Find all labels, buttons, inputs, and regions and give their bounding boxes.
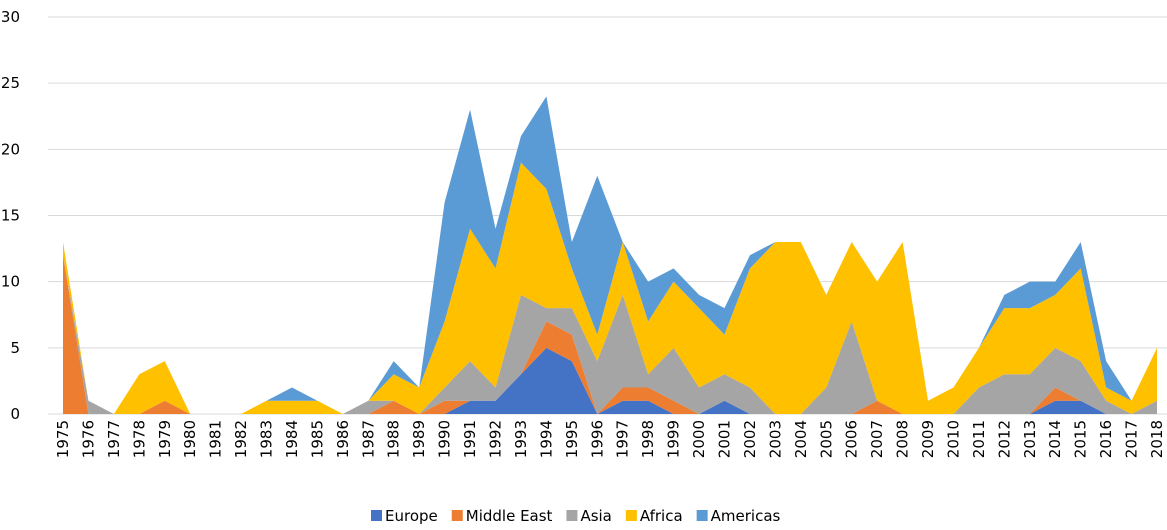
x-tick-label: 1979	[156, 420, 174, 458]
x-tick-label: 2008	[894, 420, 912, 458]
legend-label: Europe	[385, 507, 438, 525]
y-tick-label: 30	[1, 8, 20, 26]
legend-swatch	[566, 510, 578, 521]
x-tick-label: 1987	[359, 420, 377, 458]
x-tick-label: 2007	[868, 420, 886, 458]
legend-label: Africa	[640, 507, 683, 525]
x-tick-label: 2011	[970, 420, 988, 458]
y-tick-label: 0	[10, 405, 20, 423]
x-tick-label: 1981	[207, 420, 225, 458]
x-tick-label: 1991	[461, 420, 479, 458]
x-tick-label: 2016	[1097, 420, 1115, 458]
legend-swatch	[625, 510, 637, 521]
y-tick-label: 10	[1, 273, 20, 291]
legend: Europe Middle East Asia Africa Americas	[371, 507, 781, 525]
x-tick-label: 2012	[995, 420, 1013, 458]
x-tick-label: 1977	[105, 420, 123, 458]
y-tick-label: 5	[10, 339, 20, 357]
x-tick-label: 1989	[410, 420, 428, 458]
legend-label: Middle East	[466, 507, 553, 525]
x-tick-label: 2000	[690, 420, 708, 458]
x-tick-label: 2002	[741, 420, 759, 458]
x-tick-label: 2006	[843, 420, 861, 458]
x-tick-label: 1984	[283, 420, 301, 458]
x-tick-label: 2017	[1123, 420, 1141, 458]
legend-swatch	[371, 510, 382, 521]
x-tick-label: 2009	[919, 420, 937, 458]
x-tick-label: 2010	[944, 420, 962, 458]
x-tick-label: 1975	[54, 420, 72, 458]
legend-label: Americas	[711, 507, 781, 525]
x-tick-label: 1982	[232, 420, 250, 458]
x-tick-label: 2018	[1148, 420, 1166, 458]
x-tick-label: 2014	[1046, 420, 1064, 458]
legend-label: Asia	[580, 507, 611, 525]
area	[63, 347, 1157, 414]
x-tick-label: 1993	[512, 420, 530, 458]
x-tick-label: 1997	[614, 420, 632, 458]
x-tick-label: 2015	[1072, 420, 1090, 458]
x-tick-label: 2005	[817, 420, 835, 458]
x-tick-label: 1995	[563, 420, 581, 458]
area	[63, 96, 1157, 415]
x-tick-label: 1988	[385, 420, 403, 458]
x-tick-label: 1998	[639, 420, 657, 458]
y-tick-label: 15	[1, 207, 20, 225]
x-tick-label: 2003	[766, 420, 784, 458]
x-tick-label: 1985	[308, 420, 326, 458]
x-tick-label: 1996	[588, 420, 606, 458]
x-tick-label: 1978	[130, 420, 148, 458]
x-tick-label: 1976	[79, 420, 97, 458]
area	[63, 255, 1157, 414]
x-tick-label: 1994	[537, 420, 555, 458]
x-tick-label: 2004	[792, 420, 810, 458]
x-tick-label: 1999	[665, 420, 683, 458]
legend-swatch	[451, 510, 463, 521]
x-tick-label: 2013	[1021, 420, 1039, 458]
x-tick-label: 1980	[181, 420, 199, 458]
area	[63, 255, 1157, 414]
x-tick-label: 1990	[436, 420, 454, 458]
axis: 0 5 10 15 20 25 30 1975 1976 1977 1978 1979 1980 1981…	[1, 8, 1166, 458]
areas	[63, 96, 1157, 415]
legend-swatch	[696, 510, 708, 521]
x-tick-label: 1992	[487, 420, 505, 458]
x-tick-label: 1986	[334, 420, 352, 458]
y-tick-label: 25	[1, 74, 20, 92]
y-tick-label: 20	[1, 140, 20, 158]
x-tick-label: 2001	[715, 420, 733, 458]
x-tick-label: 1983	[258, 420, 276, 458]
area	[63, 162, 1157, 414]
